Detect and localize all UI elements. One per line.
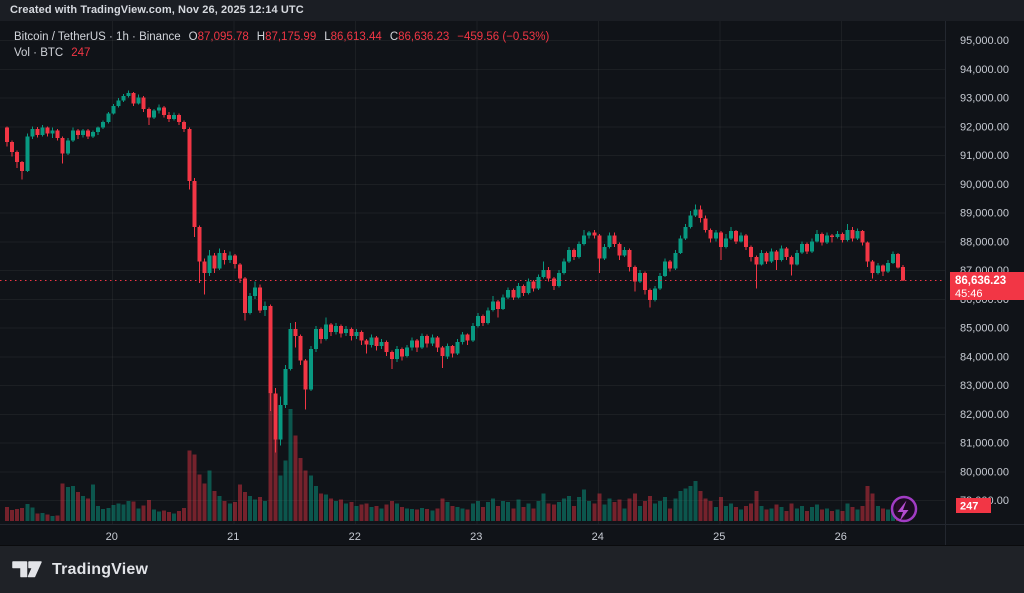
tradingview-logo-icon[interactable] bbox=[12, 561, 42, 578]
grid-lines bbox=[0, 21, 945, 524]
footer-bar: TradingView bbox=[0, 545, 1024, 593]
legend-symbol-title[interactable]: Bitcoin / TetherUS · 1h · Binance bbox=[14, 31, 181, 43]
lightning-button[interactable] bbox=[890, 495, 918, 523]
price-axis[interactable]: 95,000.00 94,000.00 93,000.00 92,000.00 91,0… bbox=[960, 35, 1009, 507]
svg-text:26: 26 bbox=[835, 531, 847, 543]
brand-name[interactable]: TradingView bbox=[52, 560, 149, 578]
svg-text:94,000.00: 94,000.00 bbox=[960, 64, 1009, 76]
candlesticks bbox=[5, 90, 906, 453]
svg-text:84,000.00: 84,000.00 bbox=[960, 351, 1009, 363]
low-value: 86,613.44 bbox=[330, 31, 382, 43]
svg-text:25: 25 bbox=[713, 531, 725, 543]
svg-text:95,000.00: 95,000.00 bbox=[960, 35, 1009, 47]
svg-text:93,000.00: 93,000.00 bbox=[960, 93, 1009, 105]
svg-text:89,000.00: 89,000.00 bbox=[960, 208, 1009, 220]
svg-text:23: 23 bbox=[470, 531, 482, 543]
svg-text:24: 24 bbox=[592, 531, 604, 543]
svg-text:88,000.00: 88,000.00 bbox=[960, 236, 1009, 248]
svg-text:247: 247 bbox=[960, 501, 978, 513]
chart-legend[interactable]: Bitcoin / TetherUS · 1h · Binance O87,095… bbox=[14, 29, 549, 61]
volume-value: 247 bbox=[71, 47, 91, 59]
volume-label: Vol · BTC bbox=[14, 47, 64, 59]
open-label: O bbox=[188, 31, 198, 43]
low-label: L bbox=[324, 31, 331, 43]
attribution-bar: Created with TradingView.com, Nov 26, 20… bbox=[0, 0, 1024, 21]
svg-text:45:46: 45:46 bbox=[955, 288, 983, 300]
time-axis[interactable]: 20 21 22 23 24 25 26 bbox=[106, 531, 847, 543]
axis-borders bbox=[0, 21, 1024, 545]
svg-text:20: 20 bbox=[106, 531, 118, 543]
open-value: 87,095.78 bbox=[197, 31, 249, 43]
svg-text:21: 21 bbox=[227, 531, 239, 543]
svg-text:85,000.00: 85,000.00 bbox=[960, 323, 1009, 335]
legend-volume-row[interactable]: Vol · BTC 247 bbox=[14, 45, 549, 61]
svg-text:86,636.23: 86,636.23 bbox=[955, 275, 1006, 287]
svg-text:82,000.00: 82,000.00 bbox=[960, 409, 1009, 421]
svg-text:90,000.00: 90,000.00 bbox=[960, 179, 1009, 191]
high-value: 87,175.99 bbox=[265, 31, 317, 43]
change-value: −459.56 (−0.53%) bbox=[457, 31, 550, 43]
svg-text:92,000.00: 92,000.00 bbox=[960, 121, 1009, 133]
close-value: 86,636.23 bbox=[398, 31, 450, 43]
svg-text:83,000.00: 83,000.00 bbox=[960, 380, 1009, 392]
svg-text:91,000.00: 91,000.00 bbox=[960, 150, 1009, 162]
close-label: C bbox=[389, 31, 399, 43]
svg-text:80,000.00: 80,000.00 bbox=[960, 466, 1009, 478]
volume-bars bbox=[5, 394, 906, 521]
legend-symbol-row[interactable]: Bitcoin / TetherUS · 1h · Binance O87,095… bbox=[14, 29, 549, 45]
svg-text:22: 22 bbox=[349, 531, 361, 543]
chart-background bbox=[0, 21, 1024, 545]
high-label: H bbox=[256, 31, 266, 43]
attribution-text: Created with TradingView.com, Nov 26, 20… bbox=[10, 4, 304, 16]
svg-text:81,000.00: 81,000.00 bbox=[960, 438, 1009, 450]
